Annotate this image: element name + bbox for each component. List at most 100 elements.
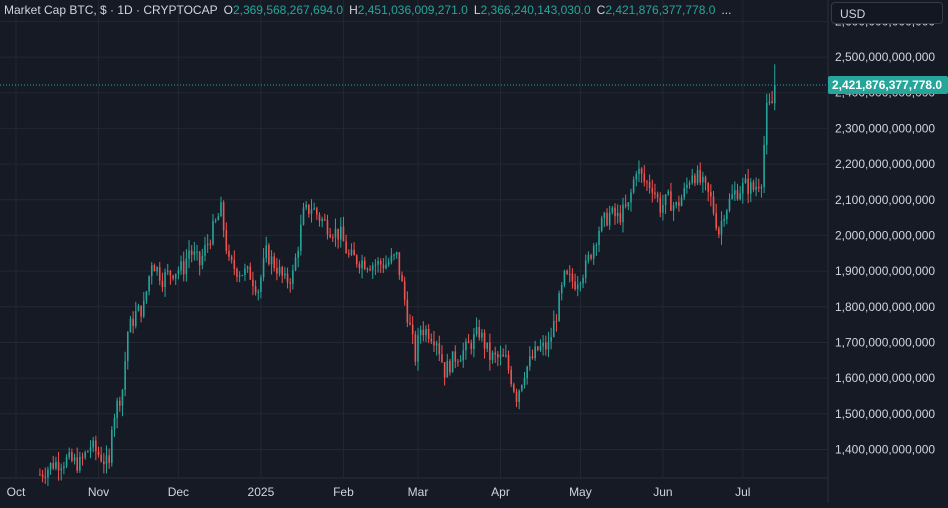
- candle-body: [664, 194, 667, 206]
- candle-body: [55, 461, 57, 469]
- candle-body: [451, 351, 454, 373]
- candle-body: [382, 264, 385, 269]
- x-tick-label: Jun: [653, 485, 672, 499]
- candle-body: [462, 350, 465, 361]
- y-tick-label: 2,300,000,000,000: [835, 121, 935, 135]
- candle-body: [241, 275, 244, 277]
- candle-body: [358, 264, 361, 269]
- candle-body: [334, 228, 337, 238]
- candle-body: [465, 341, 467, 351]
- candle-body: [371, 265, 374, 271]
- y-tick-label: 2,000,000,000,000: [835, 228, 935, 242]
- candle-body: [249, 266, 252, 280]
- candle-body: [172, 275, 174, 279]
- candle-body: [132, 318, 134, 327]
- candle-body: [734, 190, 736, 195]
- candle-body: [347, 253, 350, 255]
- candle-body: [262, 258, 265, 278]
- high-label: H: [349, 3, 358, 17]
- candle-body: [84, 452, 86, 458]
- x-tick-label: Dec: [168, 485, 189, 499]
- candle-body: [87, 451, 89, 453]
- candle-body: [244, 268, 246, 276]
- low-value: 2,366,240,143,030.0: [480, 3, 591, 17]
- candle-body: [667, 191, 670, 195]
- candle-body: [555, 320, 558, 322]
- candle-body: [385, 264, 387, 269]
- candle-body: [576, 284, 579, 290]
- candle-body: [228, 250, 230, 257]
- candle-body: [494, 352, 497, 355]
- candle-body: [443, 362, 446, 378]
- candle-body: [736, 190, 739, 200]
- candle-body: [584, 260, 587, 278]
- candle-body: [305, 204, 307, 208]
- candle-body: [568, 273, 571, 275]
- candle-body: [63, 466, 65, 469]
- candle-body: [659, 197, 662, 213]
- candle-body: [355, 255, 358, 265]
- candle-body: [148, 276, 150, 292]
- candle-body: [71, 452, 73, 461]
- close-value: 2,421,876,377,778.0: [605, 3, 716, 17]
- candle-body: [441, 354, 443, 363]
- candle-body: [236, 269, 238, 277]
- candle-body: [164, 272, 166, 288]
- candle-body: [742, 183, 744, 194]
- candle-body: [616, 212, 619, 217]
- y-tick-label: 2,200,000,000,000: [835, 157, 935, 171]
- candle-body: [491, 352, 494, 361]
- candle-body: [768, 101, 771, 103]
- more-icon[interactable]: ...: [721, 3, 732, 17]
- candle-body: [614, 207, 616, 217]
- candle-body: [747, 178, 749, 194]
- candle-body: [140, 305, 142, 317]
- candle-body: [60, 468, 63, 471]
- candle-body: [177, 270, 180, 274]
- candle-body: [254, 286, 257, 293]
- candle-body: [603, 212, 606, 219]
- candle-body: [422, 329, 425, 336]
- candle-body: [113, 417, 116, 430]
- candle-body: [433, 341, 435, 346]
- candle-body: [169, 270, 172, 276]
- candle-body: [65, 457, 68, 467]
- candle-body: [654, 192, 656, 195]
- candle-body: [137, 305, 140, 312]
- candle-body: [230, 256, 233, 260]
- candle-body: [712, 196, 715, 214]
- candle-body: [390, 255, 393, 263]
- candle-body: [103, 461, 105, 465]
- candle-body: [73, 457, 76, 461]
- candle-body: [57, 461, 60, 471]
- candle-body: [592, 245, 595, 259]
- y-tick-label: 1,900,000,000,000: [835, 264, 935, 278]
- candle-body: [252, 279, 254, 287]
- candle-body: [624, 204, 627, 207]
- candle-body: [552, 320, 555, 338]
- candle-body: [377, 260, 379, 265]
- currency-button[interactable]: USD: [831, 2, 943, 24]
- candle-body: [95, 440, 97, 452]
- candle-body: [417, 335, 419, 362]
- candle-body: [276, 267, 278, 274]
- symbol-legend: Market Cap BTC, $ · 1D · CRYPTOCAP O 2,3…: [4, 3, 731, 17]
- candle-body: [470, 343, 473, 350]
- candle-body: [459, 360, 462, 362]
- candle-body: [369, 268, 371, 271]
- candle-body: [505, 355, 507, 357]
- candle-body: [278, 267, 281, 274]
- candle-body: [544, 342, 547, 350]
- candle-body: [313, 208, 315, 210]
- x-tick-label: Mar: [408, 485, 429, 499]
- candle-body: [111, 429, 113, 463]
- candle-body: [710, 191, 712, 197]
- candle-body: [129, 318, 132, 333]
- candle-body: [121, 389, 124, 406]
- candle-body: [662, 205, 664, 213]
- symbol-name[interactable]: Market Cap BTC, $ · 1D · CRYPTOCAP: [4, 3, 218, 17]
- candle-body: [688, 183, 691, 185]
- candle-body: [749, 182, 752, 194]
